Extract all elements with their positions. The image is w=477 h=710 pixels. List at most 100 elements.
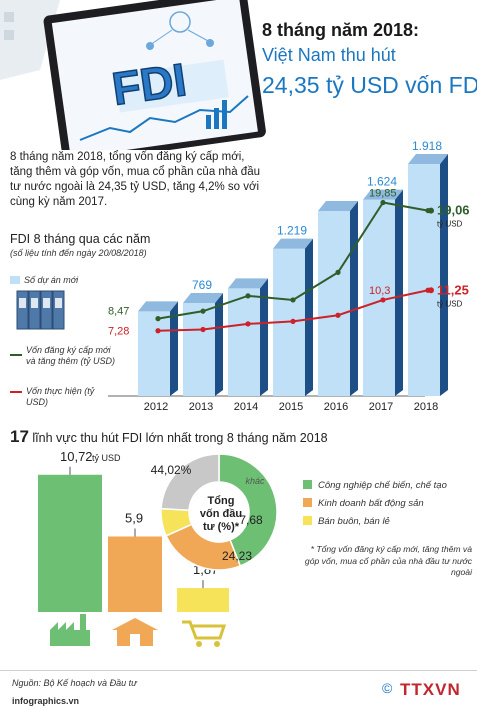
intro-paragraph: 8 tháng năm 2018, tổng vốn đăng ký cấp m… <box>10 151 260 208</box>
legend-registered-swatch <box>10 354 22 356</box>
section2-title: 17 lĩnh vực thu hút FDI lớn nhất trong 8… <box>10 427 328 447</box>
disbursed-point-2014 <box>245 321 251 327</box>
legend-registered-label: Vốn đăng ký cấp mới và tăng thêm (tỷ USD… <box>26 345 116 366</box>
project-bar-top-2018 <box>408 154 448 165</box>
folders-icon <box>16 290 65 330</box>
project-bar-top-2014 <box>228 278 268 289</box>
headline-date: 8 tháng năm 2018: <box>262 20 420 40</box>
disbursed-point-2016 <box>335 312 341 318</box>
factory-icon <box>50 614 90 646</box>
year-tick-2014: 2014 <box>234 401 258 413</box>
project-bar-side-2018 <box>440 154 448 396</box>
project-label-2013: 769 <box>192 278 212 292</box>
disbursed-point-2015 <box>290 318 296 324</box>
pie-label-2: 24,23 <box>222 549 252 563</box>
project-label-2018: 1.918 <box>412 139 442 153</box>
disbursed-point-2012 <box>155 328 161 334</box>
sector-legend-label-1: Công nghiệp chế biến, chế tạo <box>318 480 447 491</box>
project-bar-side-2012 <box>170 301 178 396</box>
sector-legend-swatch-3 <box>303 516 312 525</box>
year-tick-2017: 2017 <box>369 401 393 413</box>
sector-bar-1 <box>38 474 102 612</box>
registered-point-2014 <box>245 293 251 299</box>
fdi-years-chart: 2012 769 2013 2014 1.219 2015 2016 1.624 2017 1.9… <box>108 139 470 413</box>
site-credit: infographics.vn <box>12 696 80 706</box>
legend-disbursed-label: Vốn thực hiện (tỷ USD) <box>26 386 95 407</box>
year-tick-2018: 2018 <box>414 401 438 413</box>
project-bar-top-2016 <box>318 200 358 211</box>
project-bar-top-2012 <box>138 301 178 312</box>
registered-point-2013 <box>200 308 206 314</box>
project-bar-top-2015 <box>273 238 313 249</box>
disbursed-leader-dot <box>428 287 434 294</box>
registered-point-2016 <box>335 269 341 275</box>
pie-label-3: 7,68 <box>239 513 263 527</box>
sector-legend-swatch-2 <box>303 498 312 507</box>
project-bar-top-2013 <box>183 293 223 304</box>
pie-label-4: khác <box>245 476 265 486</box>
footer-divider <box>0 670 477 671</box>
registered-label-2012: 8,47 <box>108 306 129 318</box>
section1-subtitle: (số liệu tính đến ngày 20/08/2018) <box>10 248 147 258</box>
year-tick-2013: 2013 <box>189 401 213 413</box>
pie-footnote: * Tổng vốn đăng ký cấp mới, tăng thêm và… <box>304 544 472 577</box>
legend-projects-swatch <box>10 276 20 284</box>
sector-bar-2 <box>108 536 162 612</box>
house-icon <box>112 618 158 646</box>
project-bar-side-2013 <box>215 293 223 396</box>
disbursed-point-2013 <box>200 326 206 333</box>
project-label-2015: 1.219 <box>277 224 307 238</box>
registered-point-2015 <box>290 297 296 303</box>
sector-bar-label-2: 5,9 <box>125 510 143 525</box>
disbursed-label-2012: 7,28 <box>108 326 129 338</box>
project-bar-2018 <box>408 164 440 396</box>
source-credit: Nguồn: Bộ Kế hoạch và Đầu tư <box>12 678 137 688</box>
sector-legend-label-2: Kinh doanh bất động sản <box>318 498 424 509</box>
registered-point-2012 <box>155 316 161 322</box>
sector-legend-label-3: Bán buôn, bán lẻ <box>318 516 390 527</box>
headline-amount: 24,35 tỷ USD vốn FDI <box>262 72 477 98</box>
headline-country: Việt Nam thu hút <box>262 45 396 65</box>
legend-projects-label: Số dự án mới <box>24 275 79 285</box>
project-label-2017: 1.624 <box>367 175 397 189</box>
registered-leader-dot <box>428 207 434 214</box>
sector-bar-label-1: 10,72 <box>60 449 93 464</box>
project-bar-2012 <box>138 311 170 396</box>
ttxvn-logo: TTXVN <box>400 680 461 699</box>
copyright-icon: © <box>382 680 393 696</box>
legend-disbursed-swatch <box>10 391 22 393</box>
section2-title-number: 17 <box>10 427 29 446</box>
registered-point-2017 <box>380 199 386 206</box>
registered-label-2018: 19,06 <box>437 203 470 218</box>
pie-slice-4 <box>160 453 220 512</box>
hero-fdi-word: FDI <box>109 53 190 115</box>
project-bar-2014 <box>228 288 260 396</box>
project-bar-top-2017 <box>363 189 403 200</box>
disbursed-label-2018: 11,25 <box>437 282 469 297</box>
registered-label-2017: 19,85 <box>369 188 397 200</box>
pie-label-1: 44,02% <box>151 463 192 477</box>
sector-bar-3 <box>177 588 229 612</box>
year-tick-2016: 2016 <box>324 401 348 413</box>
sector-legend-swatch-1 <box>303 480 312 489</box>
project-bar-side-2017 <box>395 189 403 396</box>
sector-unit-label: tỷ USD <box>92 453 121 463</box>
disbursed-point-2017 <box>380 297 386 303</box>
pie-center-label: Tổng vốn đầu tư (%)* <box>200 495 242 533</box>
year-tick-2012: 2012 <box>144 401 168 413</box>
project-bar-2013 <box>183 303 215 396</box>
year-tick-2015: 2015 <box>279 401 303 413</box>
hero-illustration: FDI <box>0 0 477 150</box>
project-bar-side-2015 <box>305 238 313 396</box>
disbursed-unit-2018: tỷ USD <box>437 299 463 308</box>
cart-icon <box>182 620 227 647</box>
section2-title-text: lĩnh vực thu hút FDI lớn nhất trong 8 th… <box>28 431 328 445</box>
disbursed-label-2017: 10,3 <box>369 285 390 297</box>
project-bar-2016 <box>318 210 350 396</box>
project-bar-side-2014 <box>260 278 268 396</box>
section1-title: FDI 8 tháng qua các năm <box>10 232 151 246</box>
pie-center <box>189 482 249 542</box>
project-bar-side-2016 <box>350 200 358 396</box>
registered-unit-2018: tỷ USD <box>437 220 463 229</box>
